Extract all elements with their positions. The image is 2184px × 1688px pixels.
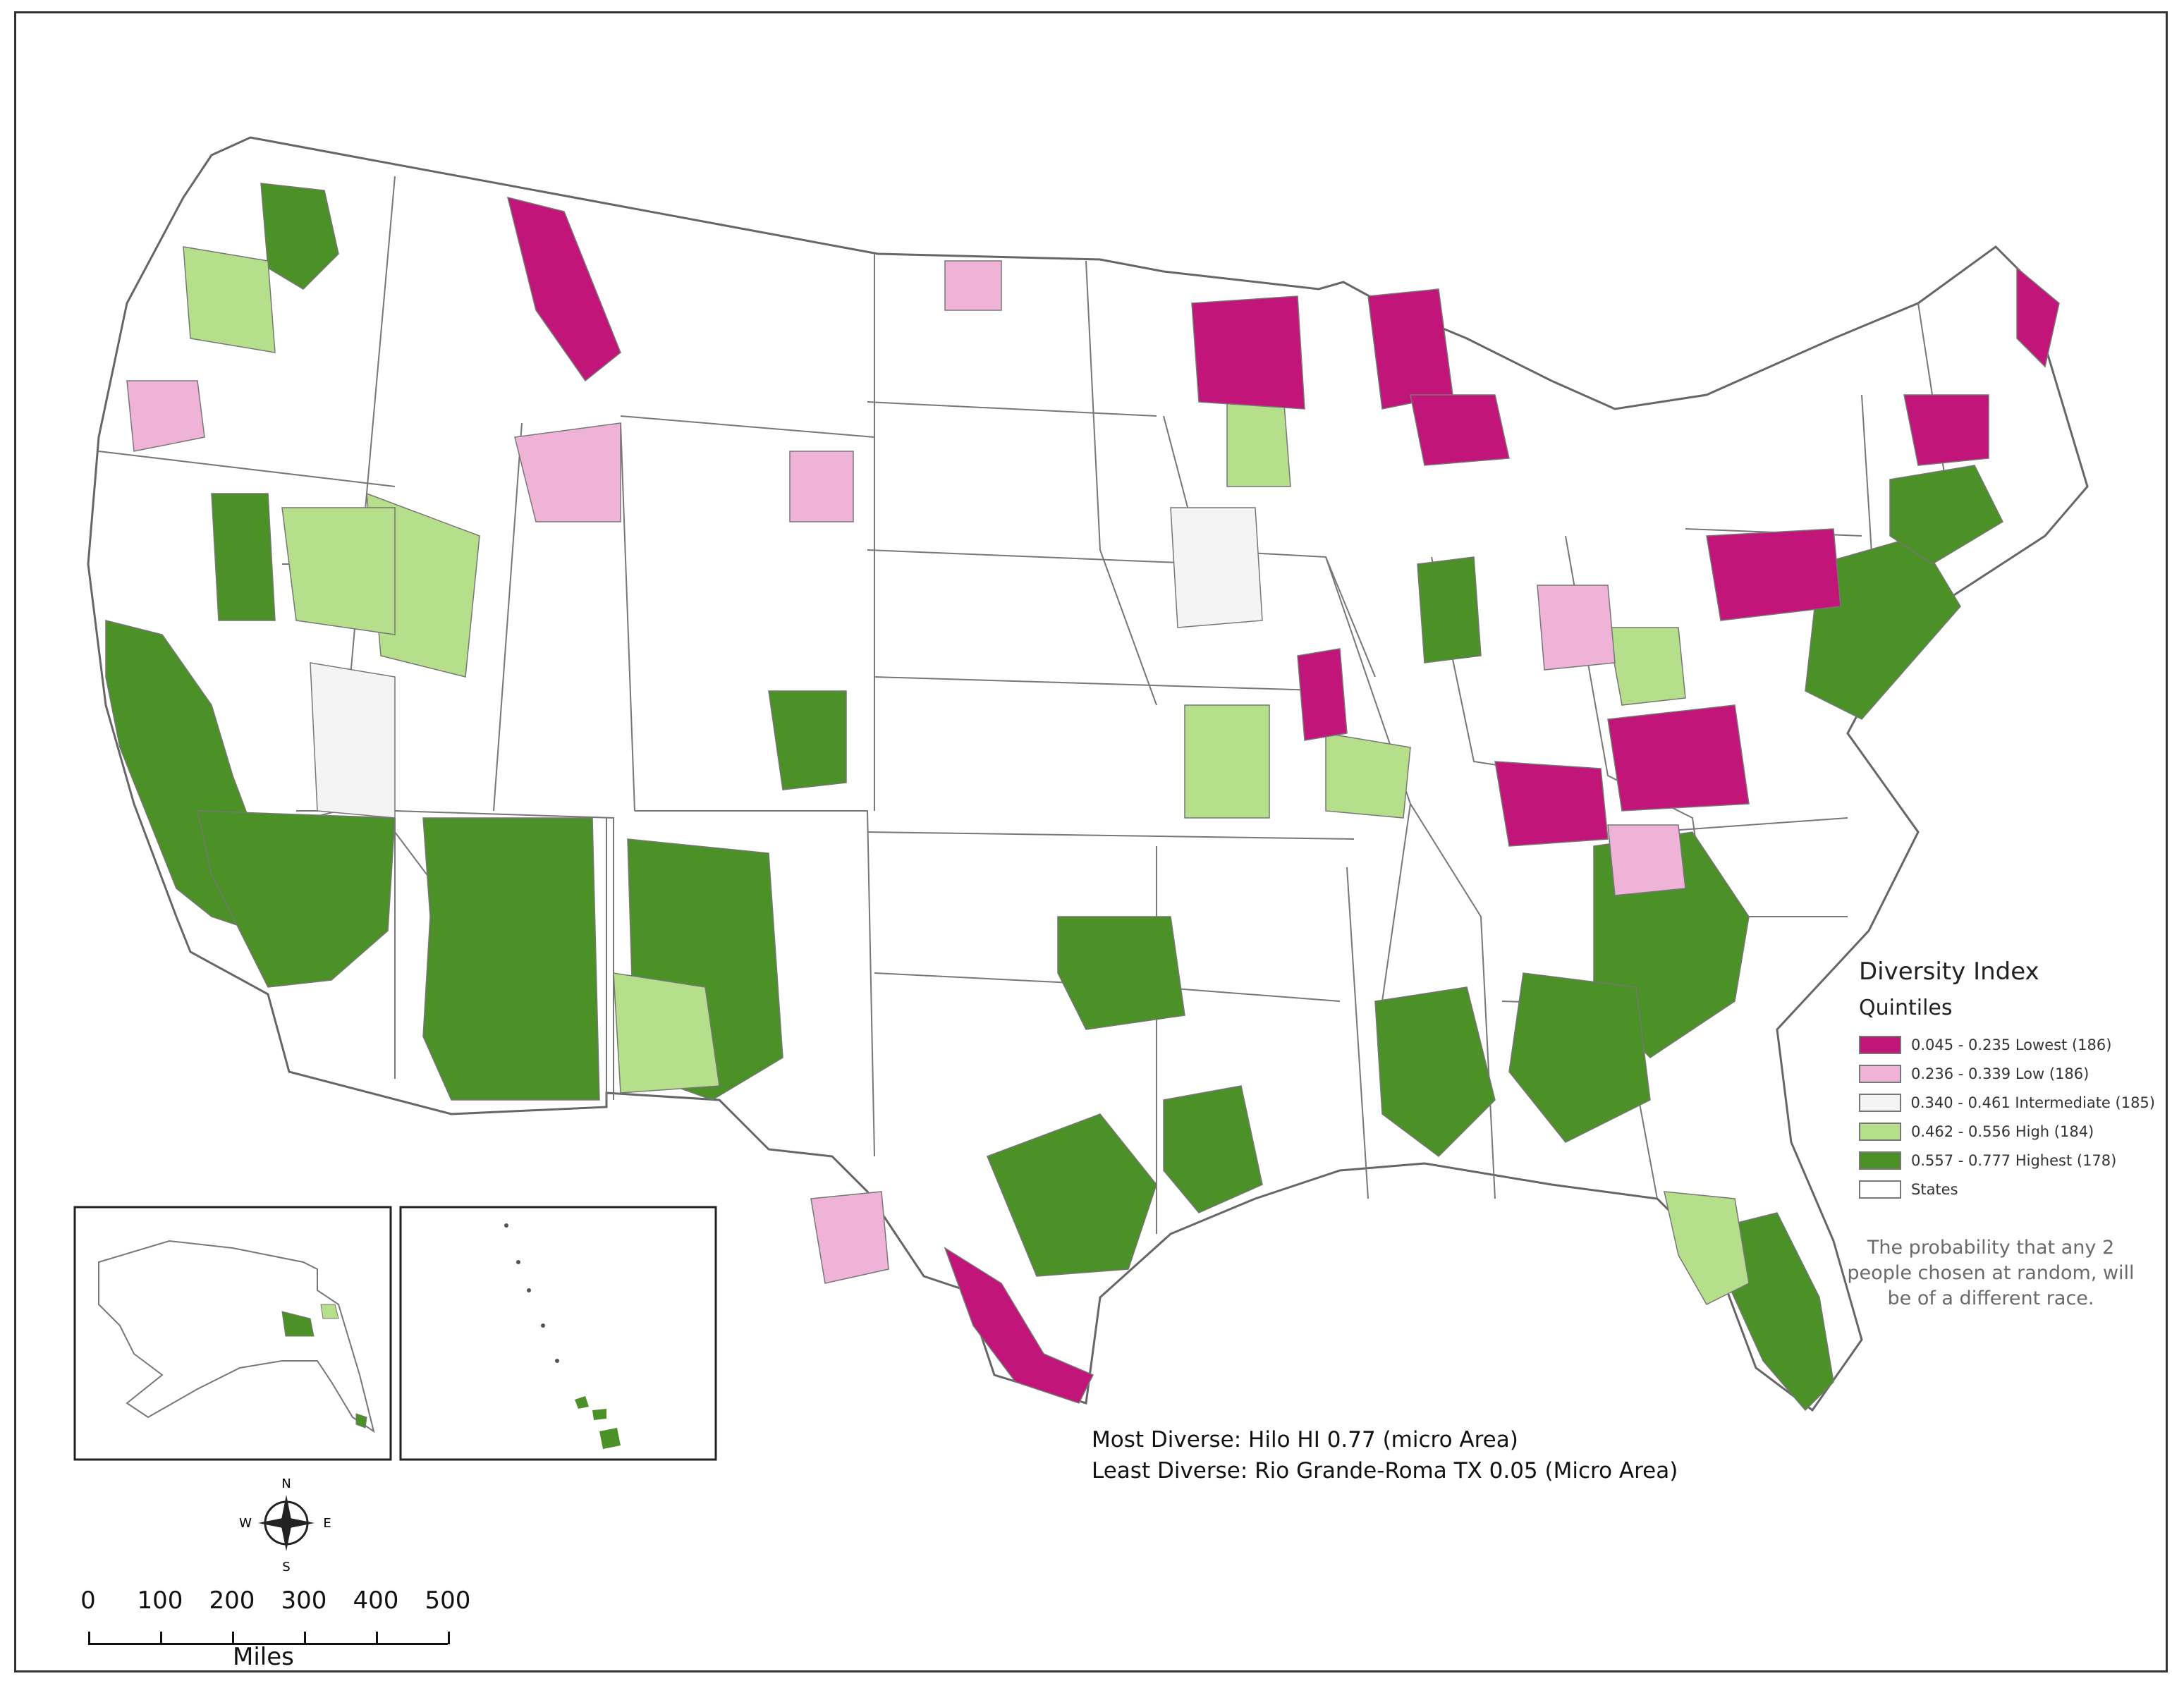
- legend-item: 0.340 - 0.461 Intermediate (185): [1859, 1088, 2155, 1117]
- legend-label: 0.340 - 0.461 Intermediate (185): [1910, 1094, 2155, 1111]
- most-diverse-label: Most Diverse: Hilo HI 0.77 (micro Area): [1092, 1427, 1518, 1452]
- scale-tick: [88, 1632, 90, 1644]
- region-low-northdakota: [944, 260, 1002, 311]
- legend-item: States: [1859, 1175, 2155, 1204]
- scale-bar: 0 100 200 300 400 500 Miles: [63, 1586, 487, 1671]
- region-lowest-montana: [506, 196, 621, 382]
- region-high-florida: [1664, 1191, 1750, 1305]
- legend-swatch: [1859, 1064, 1901, 1083]
- alaska-high-fairbanks: [320, 1304, 339, 1319]
- legend-note: The probability that any 2 people chosen…: [1847, 1237, 2135, 1309]
- scale-tick-label: 200: [209, 1586, 255, 1615]
- least-diverse-label: Least Diverse: Rio Grande-Roma TX 0.05 (…: [1092, 1458, 1678, 1484]
- legend-swatch: [1859, 1151, 1901, 1170]
- region-high-northdakota: [1226, 394, 1291, 487]
- region-highest-houston: [1163, 1085, 1263, 1213]
- region-highest-texas-south: [987, 1113, 1157, 1277]
- region-high-newmexico: [613, 972, 720, 1094]
- region-lowest-appalachia: [1607, 704, 1750, 812]
- legend-item: 0.462 - 0.556 High (184): [1859, 1117, 2155, 1146]
- region-lowest-newyork: [1903, 394, 1989, 466]
- hawaii-highest-oahu: [575, 1396, 589, 1409]
- alaska-outline: [98, 1240, 375, 1433]
- compass-east: E: [323, 1516, 331, 1531]
- scale-unit: Miles: [233, 1643, 294, 1671]
- region-intermediate-utah: [310, 662, 396, 819]
- legend-label: 0.045 - 0.235 Lowest (186): [1911, 1036, 2112, 1053]
- region-highest-dallas: [1057, 916, 1185, 1030]
- legend-title: Diversity Index: [1859, 958, 2039, 986]
- legend-swatch: [1859, 1122, 1901, 1141]
- scale-tick: [304, 1632, 306, 1644]
- scale-tick: [448, 1632, 450, 1644]
- compass-south: S: [282, 1560, 290, 1574]
- compass-north: N: [281, 1476, 291, 1491]
- region-highest-northeast: [1889, 465, 2003, 565]
- diversity-extremes: Most Diverse: Hilo HI 0.77 (micro Area) …: [1092, 1424, 1678, 1486]
- region-lowest-missouri: [1297, 648, 1348, 741]
- scale-tick: [160, 1632, 162, 1644]
- legend-items: 0.045 - 0.235 Lowest (186) 0.236 - 0.339 …: [1859, 1030, 2155, 1204]
- hawaii-highest-hilo: [599, 1428, 621, 1449]
- alaska-highest-anchorage: [281, 1311, 315, 1337]
- region-high-idaho: [281, 507, 396, 635]
- legend-item: 0.045 - 0.235 Lowest (186): [1859, 1030, 2155, 1059]
- legend-swatch: [1859, 1035, 1901, 1054]
- region-intermediate-iowa: [1170, 507, 1263, 628]
- region-lowest-kentucky: [1494, 761, 1609, 847]
- legend-label: 0.462 - 0.556 High (184): [1911, 1123, 2094, 1140]
- region-highest-oregon: [211, 493, 276, 621]
- region-lowest-riogrande: [944, 1247, 1094, 1404]
- scale-tick-label: 100: [137, 1586, 183, 1615]
- scale-tick-label: 300: [281, 1586, 327, 1615]
- region-lowest-maine: [2016, 267, 2060, 368]
- region-lowest-minnesota-north: [1367, 288, 1453, 410]
- region-highest-mississippi: [1374, 986, 1496, 1157]
- region-highest-colorado: [768, 690, 847, 790]
- legend-item: 0.557 - 0.777 Highest (178): [1859, 1146, 2155, 1175]
- region-lowest-wisconsin: [1410, 394, 1510, 466]
- region-low-wyoming: [789, 451, 854, 522]
- county-regions: [105, 183, 2060, 1412]
- scale-line: [88, 1643, 448, 1645]
- region-highest-georgia: [1508, 972, 1651, 1143]
- scale-tick-label: 400: [353, 1586, 399, 1615]
- legend-label: States: [1911, 1180, 1958, 1198]
- scale-tick: [376, 1632, 378, 1644]
- compass-rose-icon: N S E W: [230, 1467, 343, 1579]
- hawaii-highest-maui: [592, 1409, 606, 1420]
- region-high-ohio: [1607, 627, 1686, 706]
- region-high-tennessee: [1325, 733, 1411, 819]
- region-lowest-pennsylvania: [1706, 528, 1841, 621]
- region-low-oregon: [126, 380, 205, 452]
- scale-tick-label: 0: [80, 1586, 96, 1615]
- legend: Diversity Index Quintiles 0.045 - 0.235 …: [1859, 958, 2155, 1204]
- scale-tick: [232, 1632, 234, 1644]
- region-lowest-northdakota: [1191, 295, 1305, 410]
- region-high-kansas: [1184, 704, 1270, 819]
- scale-tick-label: 500: [425, 1586, 471, 1615]
- legend-label: 0.557 - 0.777 Highest (178): [1911, 1151, 2117, 1169]
- legend-subtitle: Quintiles: [1859, 996, 1953, 1020]
- region-highest-washington: [260, 183, 339, 290]
- legend-swatch: [1859, 1180, 1901, 1199]
- region-low-indiana: [1537, 585, 1616, 671]
- legend-label: 0.236 - 0.339 Low (186): [1911, 1065, 2090, 1082]
- region-low-westtexas: [810, 1191, 889, 1284]
- hawaii-inset: [399, 1206, 717, 1461]
- region-high-washington: [183, 246, 276, 353]
- compass-west: W: [239, 1516, 252, 1531]
- alaska-inset: [73, 1206, 392, 1461]
- region-highest-florida: [1720, 1212, 1834, 1412]
- legend-swatch: [1859, 1093, 1901, 1112]
- region-low-virginia: [1607, 824, 1686, 896]
- region-highest-chicago: [1417, 556, 1482, 663]
- region-highest-socal: [197, 810, 396, 988]
- alaska-highest-juneau: [355, 1413, 367, 1429]
- region-highest-arizona: [422, 817, 600, 1101]
- region-low-idaho: [514, 422, 621, 522]
- legend-item: 0.236 - 0.339 Low (186): [1859, 1059, 2155, 1088]
